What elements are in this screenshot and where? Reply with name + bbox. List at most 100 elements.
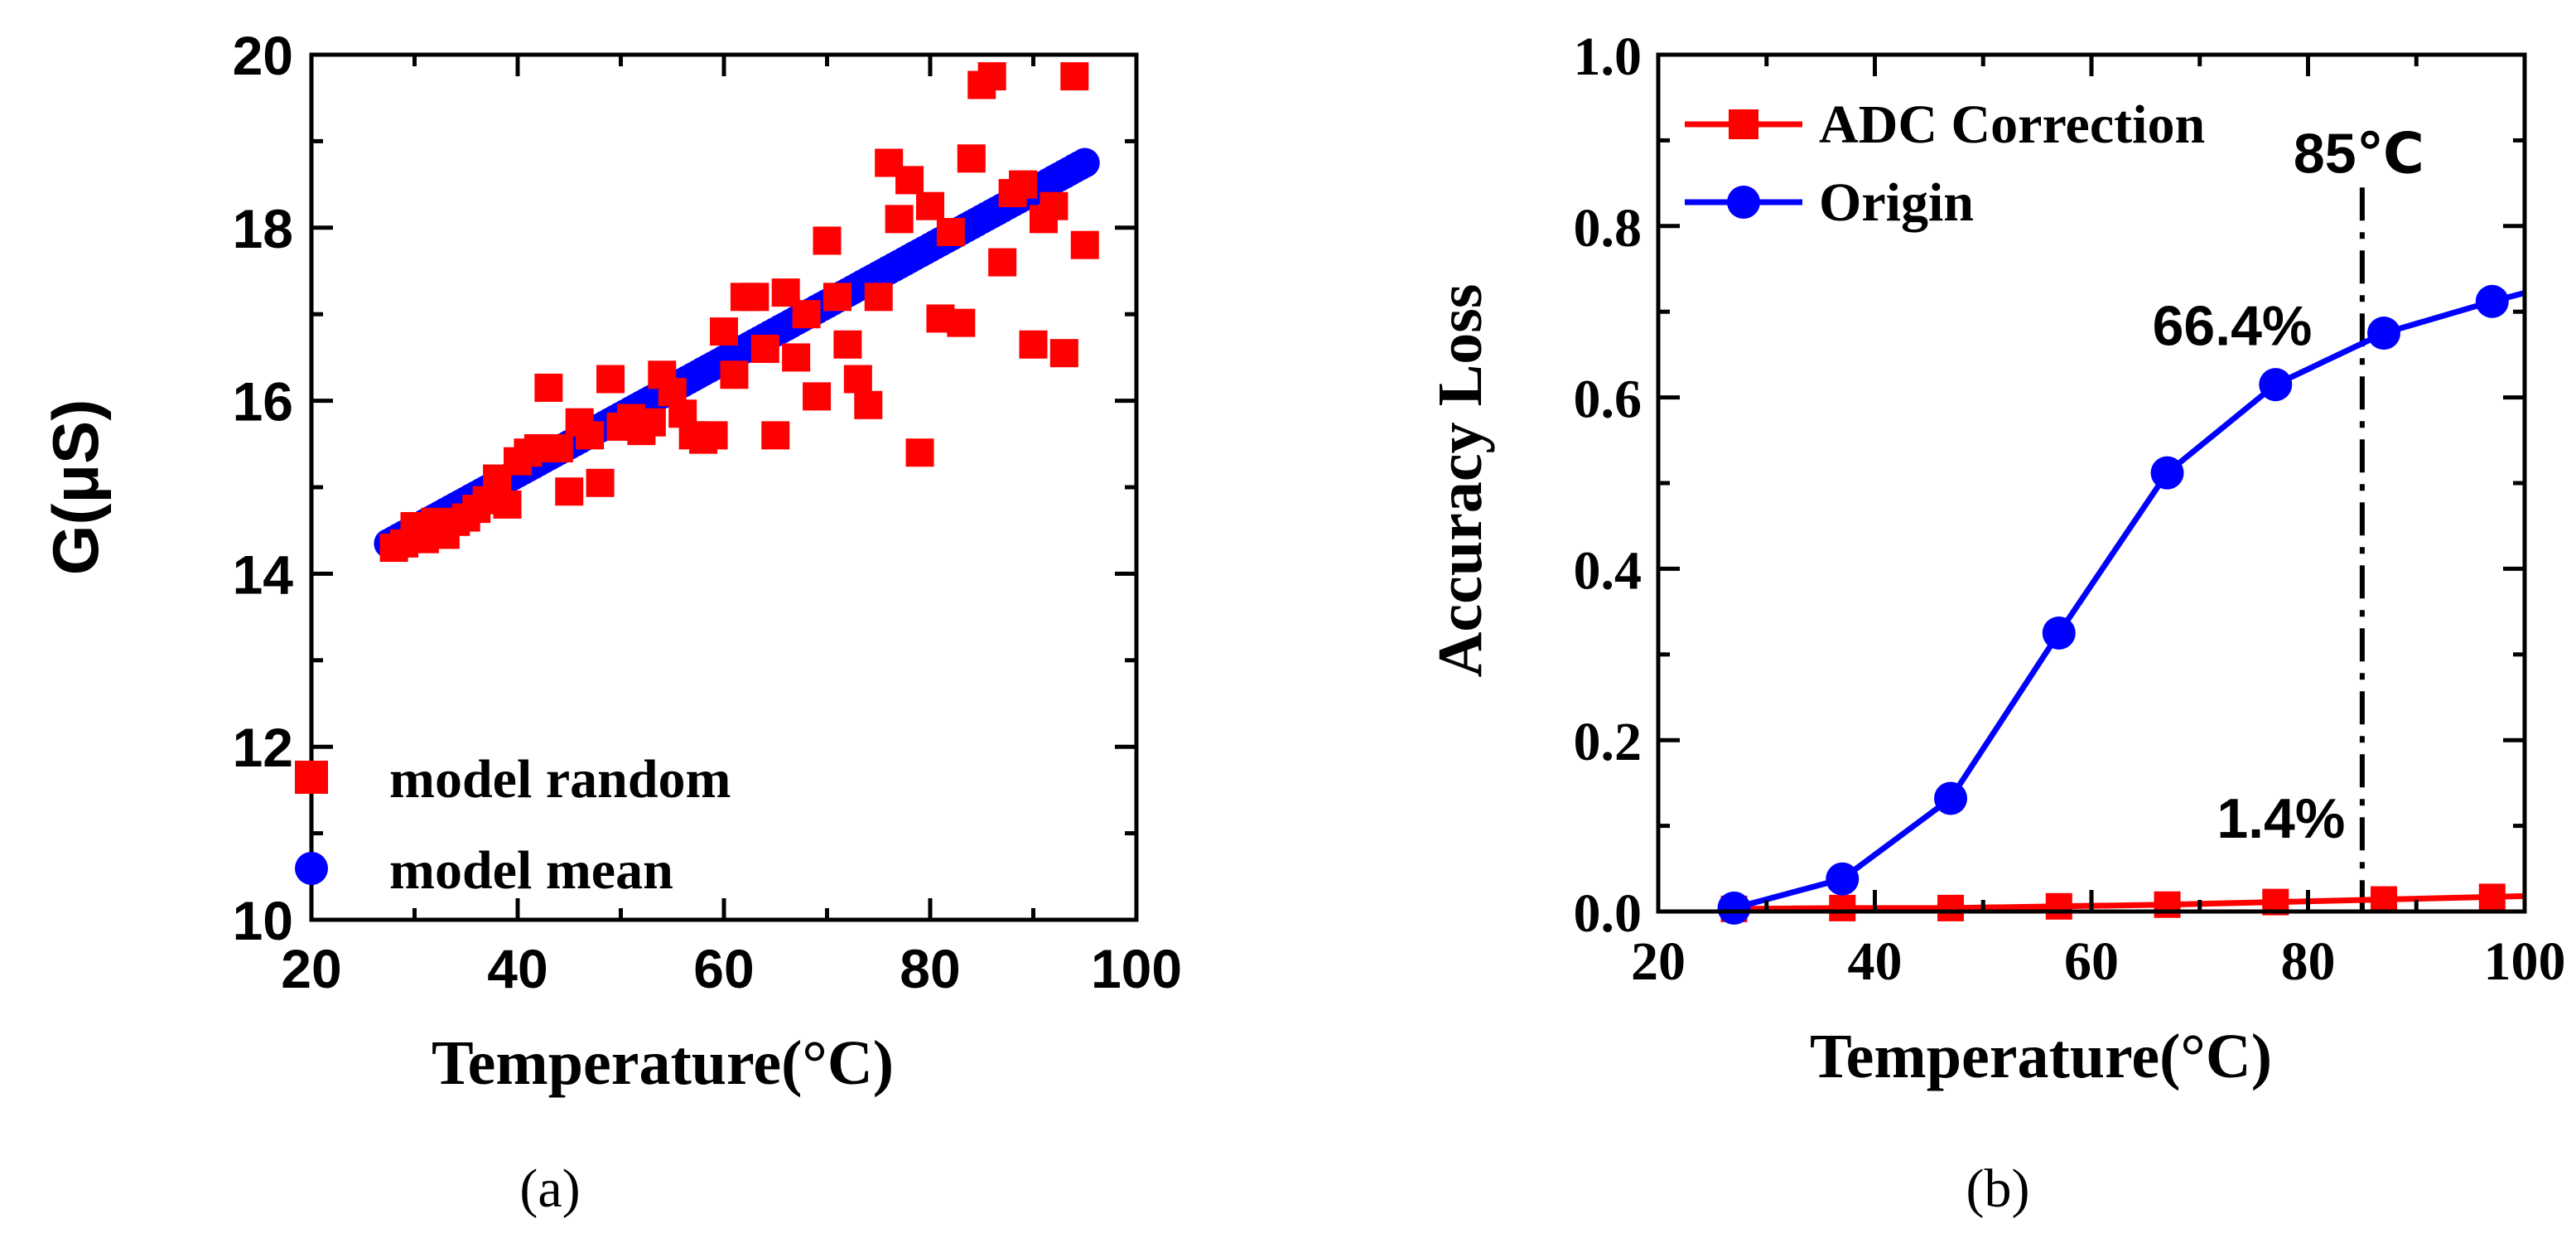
x-tick-label: 20 bbox=[281, 938, 341, 999]
random-point bbox=[843, 365, 872, 394]
chart-a-plot-area bbox=[374, 62, 1100, 563]
x-tick-label: 40 bbox=[1848, 931, 1903, 992]
y-tick-label: 14 bbox=[233, 544, 294, 605]
random-point bbox=[803, 382, 832, 411]
random-point bbox=[596, 365, 625, 394]
chart-b: 85℃ 66.4% 1.4% 20 40 60 80 100 0.0 0.2 0.4 0.6 0.8 1… bbox=[1425, 27, 2566, 1219]
adc-correction-point bbox=[2478, 883, 2506, 911]
annotation-664: 66.4% bbox=[2153, 294, 2313, 357]
random-point bbox=[988, 248, 1017, 277]
random-point bbox=[782, 343, 811, 372]
adc-correction-point bbox=[2371, 886, 2398, 913]
chart-a-x-axis-label: Temperature(°C) bbox=[432, 1028, 894, 1098]
mean-point bbox=[1069, 147, 1100, 178]
legend-label-adc-correction: ADC Correction bbox=[1819, 94, 2205, 155]
legend-marker-square bbox=[1729, 109, 1758, 139]
origin-point bbox=[2475, 284, 2509, 318]
x-tick-label: 40 bbox=[487, 938, 548, 999]
y-tick-label: 0.0 bbox=[1574, 883, 1643, 944]
chart-b-x-axis-label: Temperature(°C) bbox=[1810, 1022, 2272, 1091]
y-tick-label: 0.6 bbox=[1574, 370, 1643, 430]
chart-a-ticks: 20 40 60 80 100 10 12 14 16 18 20 bbox=[233, 25, 1182, 999]
origin-line bbox=[1733, 290, 2525, 911]
random-point bbox=[576, 421, 605, 450]
random-point bbox=[854, 390, 883, 419]
random-point bbox=[833, 330, 862, 359]
chart-b-y-axis-label: Accuracy Loss bbox=[1425, 284, 1495, 678]
legend-label-model-mean: model mean bbox=[389, 840, 673, 901]
origin-point bbox=[1826, 862, 1860, 896]
random-point bbox=[1070, 230, 1099, 259]
y-tick-label: 1.0 bbox=[1574, 27, 1643, 87]
random-point bbox=[637, 408, 666, 437]
random-point bbox=[1060, 62, 1089, 91]
x-tick-label: 20 bbox=[1631, 931, 1686, 992]
y-tick-label: 10 bbox=[233, 890, 293, 951]
random-point bbox=[761, 421, 790, 450]
legend-label-origin: Origin bbox=[1819, 172, 1974, 233]
adc-correction-point bbox=[1829, 894, 1856, 921]
origin-point bbox=[2367, 317, 2401, 351]
random-point bbox=[586, 468, 615, 497]
chart-b-ticks: 20 40 60 80 100 0.0 0.2 0.4 0.6 0.8 1.0 bbox=[1574, 27, 2566, 992]
legend-label-model-random: model random bbox=[389, 749, 731, 810]
random-point bbox=[555, 477, 584, 506]
random-point bbox=[1049, 339, 1078, 368]
random-point bbox=[720, 360, 749, 389]
origin-point bbox=[2042, 616, 2076, 650]
random-point bbox=[493, 490, 522, 519]
random-point bbox=[1040, 191, 1069, 220]
panel-label-b: (b) bbox=[1966, 1158, 2030, 1219]
random-point bbox=[916, 191, 944, 220]
y-tick-label: 16 bbox=[233, 371, 293, 433]
random-point bbox=[885, 205, 914, 234]
panel-label-a: (a) bbox=[519, 1158, 580, 1219]
x-tick-label: 100 bbox=[1091, 938, 1182, 999]
vline-label: 85℃ bbox=[2294, 122, 2424, 185]
x-tick-label: 100 bbox=[2484, 931, 2566, 992]
random-point bbox=[534, 373, 563, 402]
random-point bbox=[544, 434, 573, 463]
random-point bbox=[792, 300, 821, 329]
y-tick-label: 0.4 bbox=[1574, 540, 1643, 601]
random-point bbox=[977, 62, 1006, 91]
random-point bbox=[710, 317, 738, 346]
origin-point bbox=[2150, 456, 2184, 490]
random-point bbox=[813, 226, 842, 255]
x-tick-label: 80 bbox=[900, 938, 960, 999]
origin-point bbox=[1717, 891, 1751, 925]
random-point bbox=[905, 438, 934, 467]
random-point bbox=[740, 283, 769, 312]
random-point bbox=[822, 283, 851, 312]
x-tick-label: 60 bbox=[2064, 931, 2119, 992]
y-tick-label: 12 bbox=[233, 717, 293, 778]
random-point bbox=[895, 166, 924, 195]
random-point bbox=[1019, 330, 1048, 359]
random-point bbox=[957, 144, 986, 173]
chart-a-y-axis-label: G(μS) bbox=[39, 399, 112, 575]
chart-b-plot-area: 85℃ 66.4% 1.4% bbox=[1717, 122, 2525, 925]
y-tick-label: 20 bbox=[233, 25, 293, 86]
random-point bbox=[864, 283, 893, 312]
adc-correction-point bbox=[2045, 892, 2072, 920]
legend-marker-circle bbox=[295, 852, 328, 885]
random-point bbox=[699, 421, 728, 450]
legend-marker-circle bbox=[1727, 186, 1760, 219]
origin-point bbox=[1934, 781, 1968, 815]
chart-b-legend: ADC Correction Origin bbox=[1685, 94, 2205, 233]
adc-correction-point bbox=[1937, 894, 1965, 921]
random-point bbox=[750, 334, 779, 363]
random-point bbox=[936, 218, 965, 247]
y-tick-label: 0.2 bbox=[1574, 712, 1643, 772]
random-point bbox=[1009, 170, 1038, 199]
y-tick-label: 18 bbox=[233, 198, 293, 259]
x-tick-label: 60 bbox=[693, 938, 754, 999]
chart-a-legend: model random model mean bbox=[295, 749, 731, 901]
annotation-14: 1.4% bbox=[2217, 787, 2345, 850]
x-tick-label: 80 bbox=[2281, 931, 2336, 992]
legend-marker-square bbox=[295, 761, 328, 794]
y-tick-label: 0.8 bbox=[1574, 198, 1643, 259]
origin-point bbox=[2259, 368, 2293, 402]
